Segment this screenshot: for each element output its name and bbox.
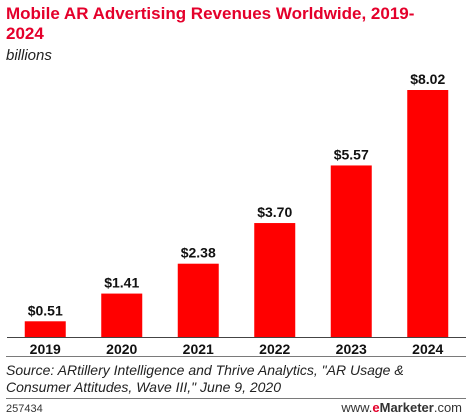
x-tick-label-2022: 2022 <box>259 341 290 357</box>
brand-logo[interactable]: www.eMarketer.com <box>341 400 462 415</box>
value-label-2023: $5.57 <box>334 146 369 162</box>
chart-title: Mobile AR Advertising Revenues Worldwide… <box>6 4 415 43</box>
value-label-2020: $1.41 <box>104 275 139 291</box>
brand-name: Marketer <box>379 400 434 415</box>
chart-subtitle: billions <box>6 47 52 64</box>
bar-2020 <box>101 293 143 337</box>
brand-prefix: www. <box>341 400 373 415</box>
value-label-2022: $3.70 <box>257 204 292 220</box>
x-tick-label-2021: 2021 <box>183 341 214 357</box>
bar-2023 <box>330 165 372 337</box>
value-label-2021: $2.38 <box>181 245 216 261</box>
value-label-2024: $8.02 <box>410 71 445 87</box>
bar-2024 <box>407 90 449 337</box>
x-tick-label-2023: 2023 <box>336 341 367 357</box>
footer-divider <box>6 398 466 399</box>
bar-2022 <box>254 223 296 337</box>
bar-2021 <box>177 263 219 337</box>
source-divider <box>6 356 466 357</box>
x-tick-label-2019: 2019 <box>30 341 61 357</box>
x-tick-label-2024: 2024 <box>412 341 443 357</box>
bar-chart: $0.51 2019 $1.41 2020 $2.38 2021 $3.70 2022 $5.5… <box>7 71 466 357</box>
brand-e: e <box>372 400 380 415</box>
source-note: Source: ARtillery Intelligence and Thriv… <box>6 362 404 395</box>
bar-2019 <box>24 321 66 337</box>
x-tick-label-2020: 2020 <box>106 341 137 357</box>
value-label-2019: $0.51 <box>28 302 63 318</box>
chart-id: 257434 <box>6 403 43 415</box>
brand-suffix: .com <box>433 400 462 415</box>
